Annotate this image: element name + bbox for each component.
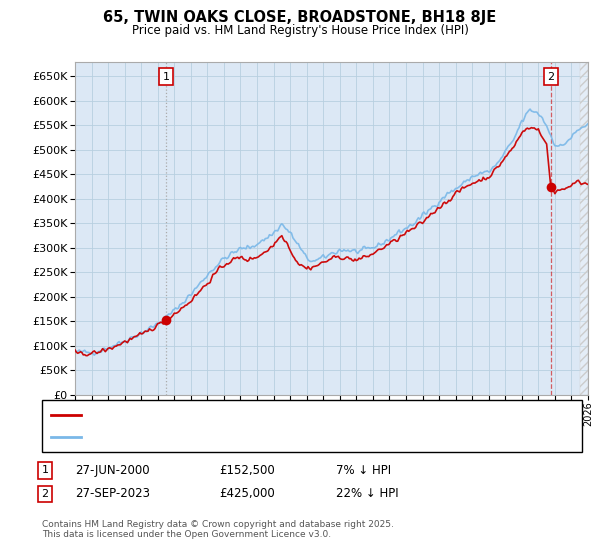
Text: 7% ↓ HPI: 7% ↓ HPI — [336, 464, 391, 477]
Text: £425,000: £425,000 — [219, 487, 275, 501]
Text: HPI: Average price, detached house, Bournemouth Christchurch and Poole: HPI: Average price, detached house, Bour… — [87, 432, 475, 442]
Text: 2: 2 — [41, 489, 49, 499]
Bar — [580, 62, 588, 395]
Text: 22% ↓ HPI: 22% ↓ HPI — [336, 487, 398, 501]
Text: £152,500: £152,500 — [219, 464, 275, 477]
Text: 2: 2 — [547, 72, 554, 82]
Text: 65, TWIN OAKS CLOSE, BROADSTONE, BH18 8JE: 65, TWIN OAKS CLOSE, BROADSTONE, BH18 8J… — [103, 10, 497, 25]
Text: Price paid vs. HM Land Registry's House Price Index (HPI): Price paid vs. HM Land Registry's House … — [131, 24, 469, 37]
Text: 65, TWIN OAKS CLOSE, BROADSTONE, BH18 8JE (detached house): 65, TWIN OAKS CLOSE, BROADSTONE, BH18 8J… — [87, 410, 432, 420]
Text: Contains HM Land Registry data © Crown copyright and database right 2025.
This d: Contains HM Land Registry data © Crown c… — [42, 520, 394, 539]
Text: 27-JUN-2000: 27-JUN-2000 — [75, 464, 149, 477]
Text: 1: 1 — [163, 72, 170, 82]
Bar — [580, 62, 588, 395]
Text: 1: 1 — [41, 465, 49, 475]
Text: 27-SEP-2023: 27-SEP-2023 — [75, 487, 150, 501]
